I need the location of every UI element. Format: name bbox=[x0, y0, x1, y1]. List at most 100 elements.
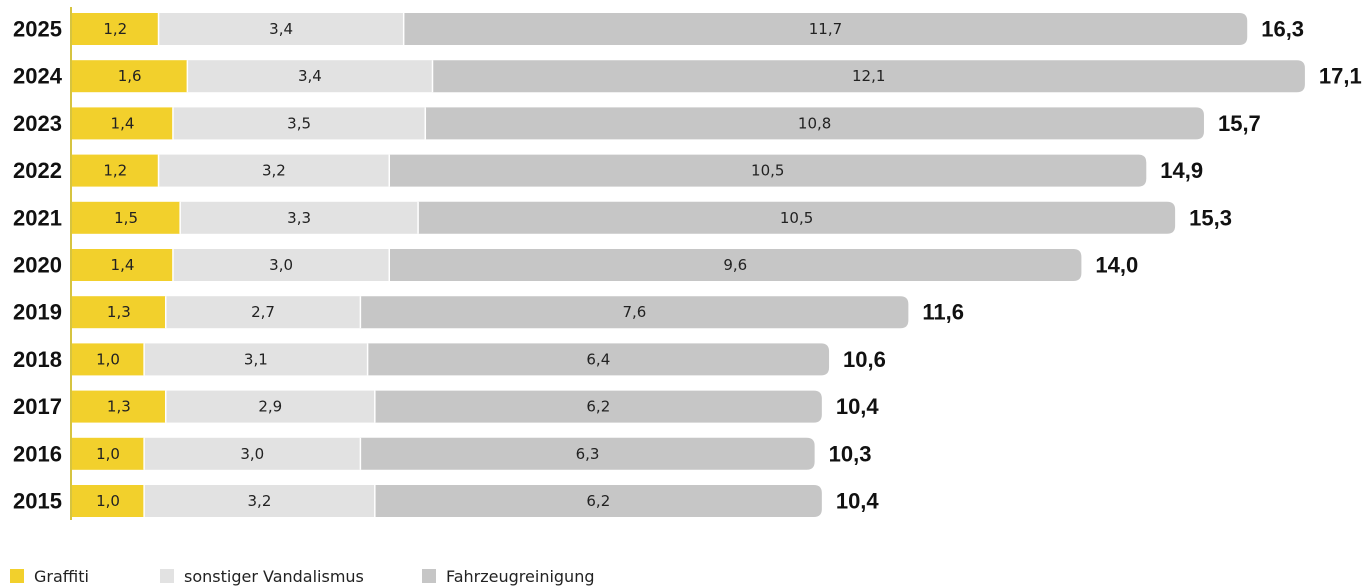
total-label: 14,9 bbox=[1160, 158, 1203, 183]
bar-segment-graffiti bbox=[72, 437, 145, 470]
data-label-graffiti: 1,0 bbox=[96, 492, 120, 510]
data-label-fahrzeugreinigung: 6,4 bbox=[586, 350, 610, 368]
data-label-sonstiger-vandalismus: 3,0 bbox=[269, 256, 293, 274]
bar-segment-fahrzeugreinigung bbox=[367, 343, 830, 376]
total-label: 15,7 bbox=[1218, 111, 1261, 136]
year-label: 2019 bbox=[13, 300, 62, 325]
data-label-sonstiger-vandalismus: 3,2 bbox=[248, 492, 272, 510]
data-label-graffiti: 1,4 bbox=[111, 114, 135, 132]
data-label-sonstiger-vandalismus: 2,9 bbox=[258, 398, 282, 416]
data-label-fahrzeugreinigung: 9,6 bbox=[723, 256, 747, 274]
data-label-graffiti: 1,2 bbox=[103, 20, 127, 38]
data-label-sonstiger-vandalismus: 3,5 bbox=[287, 114, 311, 132]
data-label-graffiti: 1,0 bbox=[96, 350, 120, 368]
legend-swatch-vandalismus bbox=[160, 569, 174, 583]
year-label: 2023 bbox=[13, 111, 62, 136]
bar-segment-sonstiger-vandalismus bbox=[172, 107, 426, 140]
data-label-fahrzeugreinigung: 10,5 bbox=[751, 162, 784, 180]
data-label-sonstiger-vandalismus: 3,1 bbox=[244, 350, 268, 368]
data-label-graffiti: 1,3 bbox=[107, 398, 131, 416]
total-label: 16,3 bbox=[1261, 17, 1304, 42]
bar-segment-sonstiger-vandalismus bbox=[158, 154, 390, 187]
bar-segment-sonstiger-vandalismus bbox=[158, 13, 404, 45]
legend-item-graffiti: Graffiti bbox=[10, 567, 160, 586]
data-label-graffiti: 1,3 bbox=[107, 303, 131, 321]
legend-swatch-graffiti bbox=[10, 569, 24, 583]
total-label: 17,1 bbox=[1319, 64, 1362, 89]
total-label: 14,0 bbox=[1095, 253, 1138, 278]
bar-segment-graffiti bbox=[72, 249, 173, 281]
total-label: 10,3 bbox=[829, 441, 872, 466]
bar-segment-fahrzeugreinigung bbox=[425, 107, 1204, 140]
bar-segment-fahrzeugreinigung bbox=[418, 201, 1176, 234]
bar-segment-sonstiger-vandalismus bbox=[187, 60, 433, 93]
bar-segment-graffiti bbox=[72, 390, 166, 423]
bar-row-2017: 2017 1,3 2,9 6,2 10,4 bbox=[13, 390, 880, 423]
year-label: 2022 bbox=[13, 158, 62, 183]
bar-row-2018: 2018 1,0 3,1 6,4 10,6 bbox=[13, 343, 886, 376]
total-label: 10,6 bbox=[843, 347, 886, 372]
legend: Graffiti sonstiger Vandalismus Fahrzeugr… bbox=[10, 566, 595, 586]
bar-segment-graffiti bbox=[72, 13, 159, 45]
bar-row-2015: 2015 1,0 3,2 6,2 10,4 bbox=[13, 485, 879, 517]
data-label-fahrzeugreinigung: 11,7 bbox=[809, 20, 842, 38]
data-label-graffiti: 1,2 bbox=[103, 162, 127, 180]
legend-item-fahrzeugreinigung: Fahrzeugreinigung bbox=[422, 567, 595, 586]
bar-segment-graffiti bbox=[72, 154, 159, 187]
year-label: 2021 bbox=[13, 205, 62, 230]
bar-segment-fahrzeugreinigung bbox=[360, 296, 909, 329]
data-label-fahrzeugreinigung: 6,2 bbox=[586, 398, 610, 416]
bar-segment-graffiti bbox=[72, 343, 145, 376]
bar-segment-sonstiger-vandalismus bbox=[144, 437, 361, 470]
year-label: 2015 bbox=[13, 489, 62, 514]
bar-segment-fahrzeugreinigung bbox=[403, 13, 1248, 45]
data-label-sonstiger-vandalismus: 3,3 bbox=[287, 209, 311, 227]
bar-segment-sonstiger-vandalismus bbox=[172, 249, 390, 281]
bar-segment-sonstiger-vandalismus bbox=[165, 390, 375, 423]
year-label: 2017 bbox=[13, 394, 62, 419]
bar-row-2025: 2025 1,2 3,4 11,7 16,3 bbox=[13, 13, 1304, 45]
data-label-fahrzeugreinigung: 10,8 bbox=[798, 114, 831, 132]
bar-segment-graffiti bbox=[72, 296, 166, 329]
bar-segment-fahrzeugreinigung bbox=[432, 60, 1305, 93]
bar-segment-sonstiger-vandalismus bbox=[144, 485, 375, 517]
data-label-graffiti: 1,6 bbox=[118, 67, 142, 85]
total-label: 11,6 bbox=[922, 300, 964, 325]
data-label-graffiti: 1,4 bbox=[111, 256, 135, 274]
bar-row-2023: 2023 1,4 3,5 10,8 15,7 bbox=[13, 107, 1261, 140]
bar-segment-graffiti bbox=[72, 201, 181, 234]
bar-row-2020: 2020 1,4 3,0 9,6 14,0 bbox=[13, 249, 1138, 281]
data-label-fahrzeugreinigung: 6,3 bbox=[576, 445, 600, 463]
year-label: 2016 bbox=[13, 441, 62, 466]
total-label: 15,3 bbox=[1189, 205, 1232, 230]
bar-segment-sonstiger-vandalismus bbox=[165, 296, 361, 329]
bars-layer: 2025 1,2 3,4 11,7 16,3 2024 1,6 3,4 12,1 17,1 2023… bbox=[13, 13, 1362, 517]
bar-row-2016: 2016 1,0 3,0 6,3 10,3 bbox=[13, 437, 872, 470]
data-label-sonstiger-vandalismus: 3,4 bbox=[269, 20, 293, 38]
data-label-sonstiger-vandalismus: 2,7 bbox=[251, 303, 275, 321]
legend-label-graffiti: Graffiti bbox=[34, 566, 89, 586]
total-label: 10,4 bbox=[836, 489, 880, 514]
data-label-fahrzeugreinigung: 7,6 bbox=[622, 303, 646, 321]
bar-segment-sonstiger-vandalismus bbox=[144, 343, 368, 376]
data-label-sonstiger-vandalismus: 3,4 bbox=[298, 67, 322, 85]
bar-row-2022: 2022 1,2 3,2 10,5 14,9 bbox=[13, 154, 1203, 187]
year-label: 2024 bbox=[13, 64, 63, 89]
bar-segment-fahrzeugreinigung bbox=[389, 249, 1082, 281]
data-label-graffiti: 1,0 bbox=[96, 445, 120, 463]
legend-swatch-fahrzeugreinigung bbox=[422, 569, 436, 583]
bar-row-2021: 2021 1,5 3,3 10,5 15,3 bbox=[13, 201, 1232, 234]
data-label-fahrzeugreinigung: 10,5 bbox=[780, 209, 813, 227]
bar-segment-graffiti bbox=[72, 485, 145, 517]
year-label: 2018 bbox=[13, 347, 62, 372]
bar-segment-fahrzeugreinigung bbox=[374, 485, 822, 517]
bar-row-2019: 2019 1,3 2,7 7,6 11,6 bbox=[13, 296, 964, 329]
data-label-fahrzeugreinigung: 6,2 bbox=[586, 492, 610, 510]
year-label: 2020 bbox=[13, 253, 62, 278]
data-label-graffiti: 1,5 bbox=[114, 209, 138, 227]
total-label: 10,4 bbox=[836, 394, 880, 419]
legend-item-vandalismus: sonstiger Vandalismus bbox=[160, 567, 422, 586]
bar-segment-graffiti bbox=[72, 60, 188, 93]
bar-row-2024: 2024 1,6 3,4 12,1 17,1 bbox=[13, 60, 1362, 93]
bar-segment-graffiti bbox=[72, 107, 173, 140]
